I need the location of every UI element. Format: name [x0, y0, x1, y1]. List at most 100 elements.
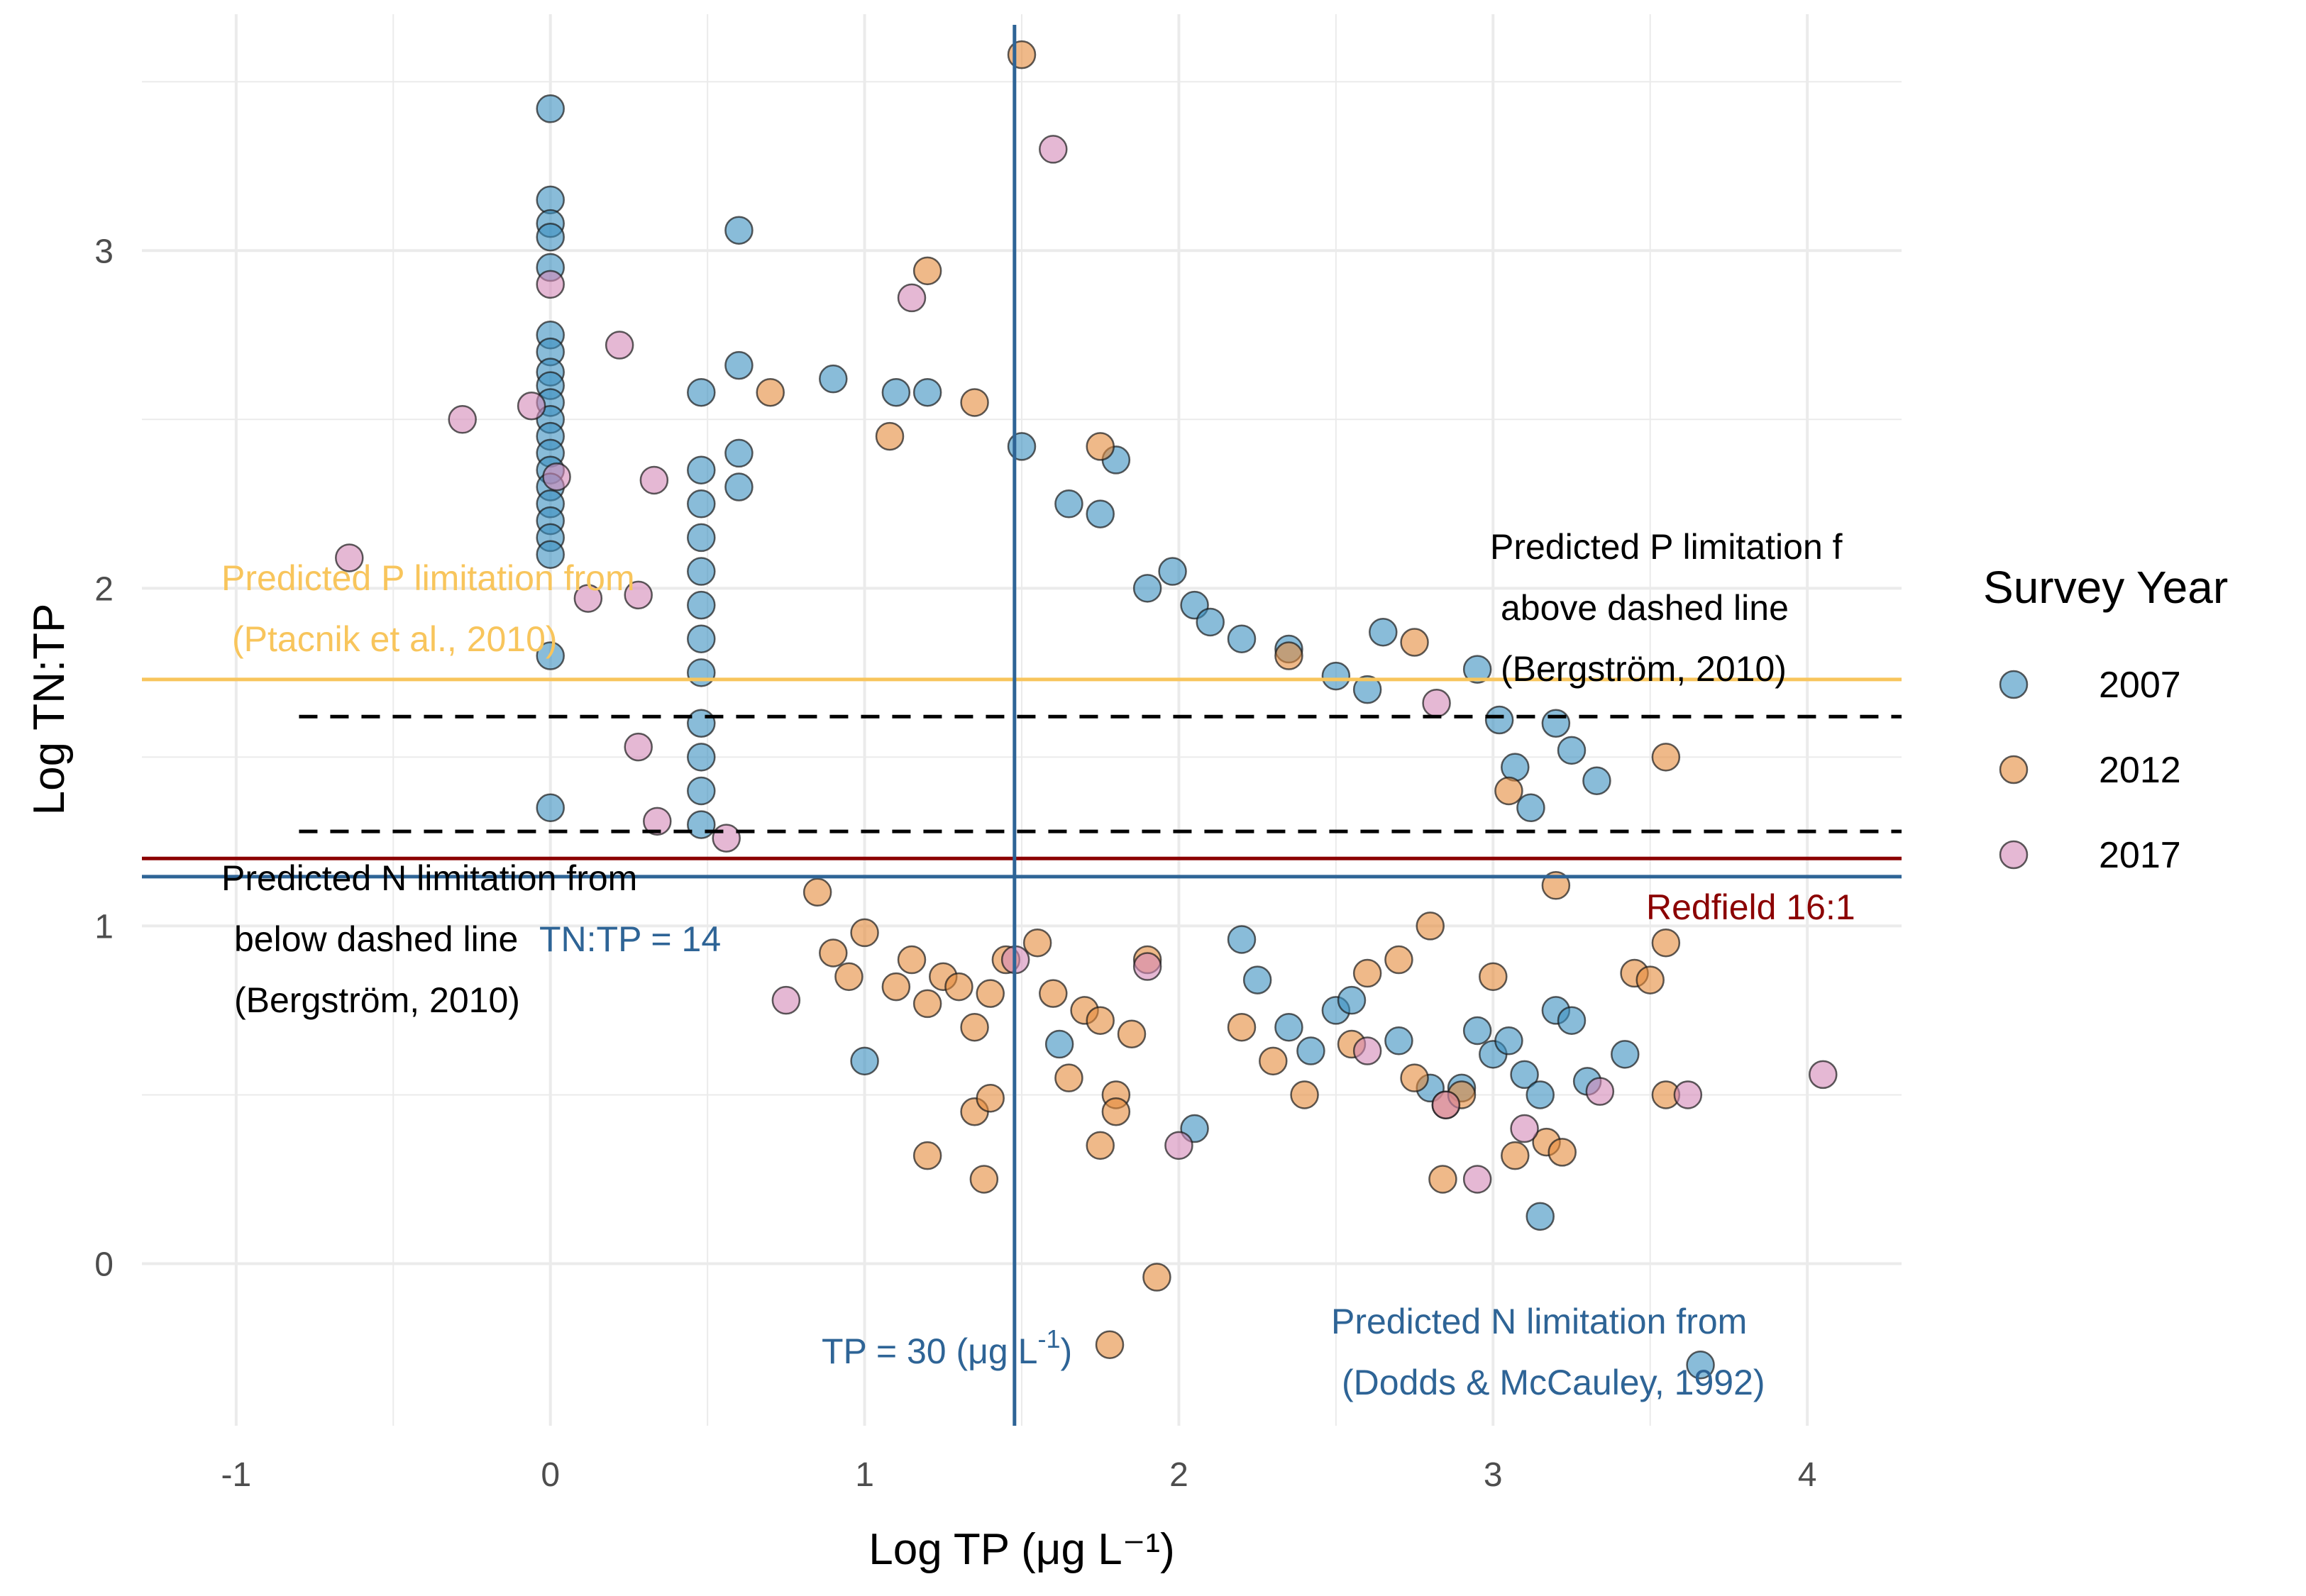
point-2007 [687, 590, 716, 620]
point-2007 [1274, 1012, 1303, 1042]
point-2007 [1086, 499, 1115, 528]
legend-title: Survey Year [1983, 562, 2228, 613]
point-2007 [1557, 1006, 1587, 1035]
point-2017 [1132, 952, 1162, 981]
point-2007 [1582, 766, 1611, 795]
point-2012 [1416, 911, 1445, 941]
point-2007 [724, 438, 754, 468]
reference-lines [142, 25, 1902, 1426]
point-2007 [819, 364, 848, 394]
point-2012 [819, 938, 848, 968]
point-2012 [960, 388, 989, 417]
point-2012 [897, 945, 927, 975]
point-2007 [1132, 574, 1162, 603]
point-2012 [1501, 1141, 1530, 1170]
point-2017 [542, 462, 571, 492]
point-2017 [1039, 135, 1068, 164]
point-2007 [1054, 489, 1083, 519]
annotations: Predicted P limitation from (Ptacnik et … [221, 527, 1855, 1402]
x-tick-label: 0 [541, 1456, 560, 1494]
point-2017 [448, 405, 477, 434]
point-2012 [1400, 628, 1429, 657]
y-tick-label: 2 [94, 570, 114, 608]
point-2007 [1384, 1026, 1413, 1055]
point-2017 [1673, 1080, 1703, 1109]
bergstrom-n-annotation-line-2: below dashed line [234, 919, 518, 959]
point-2012 [756, 377, 785, 407]
point-2007 [1462, 655, 1492, 684]
point-2007 [1227, 925, 1257, 954]
ptacnik-annotation-line-2: (Ptacnik et al., 2010) [232, 619, 558, 659]
tn-tp-14-annotation: TN:TP = 14 [539, 919, 721, 959]
point-2012 [1651, 928, 1681, 958]
point-2017 [624, 732, 653, 762]
point-2012 [912, 989, 942, 1019]
point-2012 [1352, 958, 1382, 988]
point-2017 [897, 283, 927, 313]
point-2007 [687, 455, 716, 484]
point-2007 [1526, 1080, 1555, 1109]
tp-30-annotation-close: ) [1060, 1331, 1072, 1371]
point-2012 [1259, 1046, 1288, 1076]
point-2007 [1158, 557, 1187, 586]
dodds-annotation-line-2: (Dodds & McCauley, 1992) [1342, 1363, 1765, 1402]
point-2012 [1548, 1138, 1577, 1167]
legend: Survey Year 2007 2012 2017 [1983, 562, 2228, 876]
point-2007 [1611, 1040, 1640, 1069]
point-2007 [1007, 432, 1037, 461]
point-2007 [687, 810, 716, 839]
point-2007 [687, 557, 716, 586]
point-2017 [624, 580, 653, 610]
point-2007 [687, 377, 716, 407]
legend-label-2017: 2017 [2099, 835, 2181, 876]
point-2012 [1101, 1097, 1131, 1126]
point-2007 [687, 523, 716, 553]
tp-30-annotation-superscript: -1 [1037, 1324, 1060, 1353]
point-2007 [1321, 661, 1351, 691]
point-2007 [1462, 1016, 1492, 1046]
ptacnik-annotation-line-1: Predicted P limitation from [221, 558, 635, 598]
point-2007 [1516, 793, 1545, 823]
point-2012 [1227, 1012, 1257, 1042]
data-points [335, 40, 1838, 1380]
point-2012 [969, 1165, 999, 1194]
point-2012 [1274, 641, 1303, 670]
y-axis-title: Log TN:TP [25, 604, 74, 816]
point-2012 [1022, 928, 1052, 958]
point-2007 [687, 658, 716, 687]
point-2007 [536, 793, 565, 823]
point-2012 [912, 256, 942, 286]
x-axis-title: Log TP (μg L⁻¹) [868, 1525, 1174, 1574]
point-2012 [1142, 1263, 1171, 1292]
point-2007 [850, 1046, 879, 1076]
point-2017 [1352, 1036, 1382, 1065]
point-2007 [1352, 675, 1382, 704]
legend-key-2007 [1999, 670, 2029, 699]
point-2007 [724, 472, 754, 501]
dodds-annotation-line-1: Predicted N limitation from [1331, 1302, 1747, 1341]
redfield-annotation: Redfield 16:1 [1646, 887, 1855, 927]
point-2007 [687, 624, 716, 653]
point-2012 [1086, 1006, 1115, 1035]
point-2012 [1651, 743, 1681, 772]
point-2012 [1494, 776, 1523, 806]
point-2012 [1400, 1063, 1429, 1092]
point-2012 [1428, 1165, 1457, 1194]
point-2007 [1369, 617, 1398, 647]
point-2007 [1337, 985, 1367, 1015]
point-2007 [1227, 624, 1257, 653]
point-2007 [881, 377, 911, 407]
point-2007 [687, 489, 716, 519]
point-2017 [335, 543, 364, 572]
point-2017 [771, 985, 801, 1015]
y-tick-label: 3 [94, 233, 114, 270]
point-2017 [639, 465, 669, 495]
point-2012 [1479, 962, 1508, 992]
point-2017 [712, 824, 741, 853]
point-2012 [802, 877, 832, 907]
point-2007 [1541, 709, 1571, 738]
point-2012 [875, 421, 905, 451]
x-tick-label: 2 [1169, 1456, 1188, 1494]
point-2012 [1384, 945, 1413, 975]
